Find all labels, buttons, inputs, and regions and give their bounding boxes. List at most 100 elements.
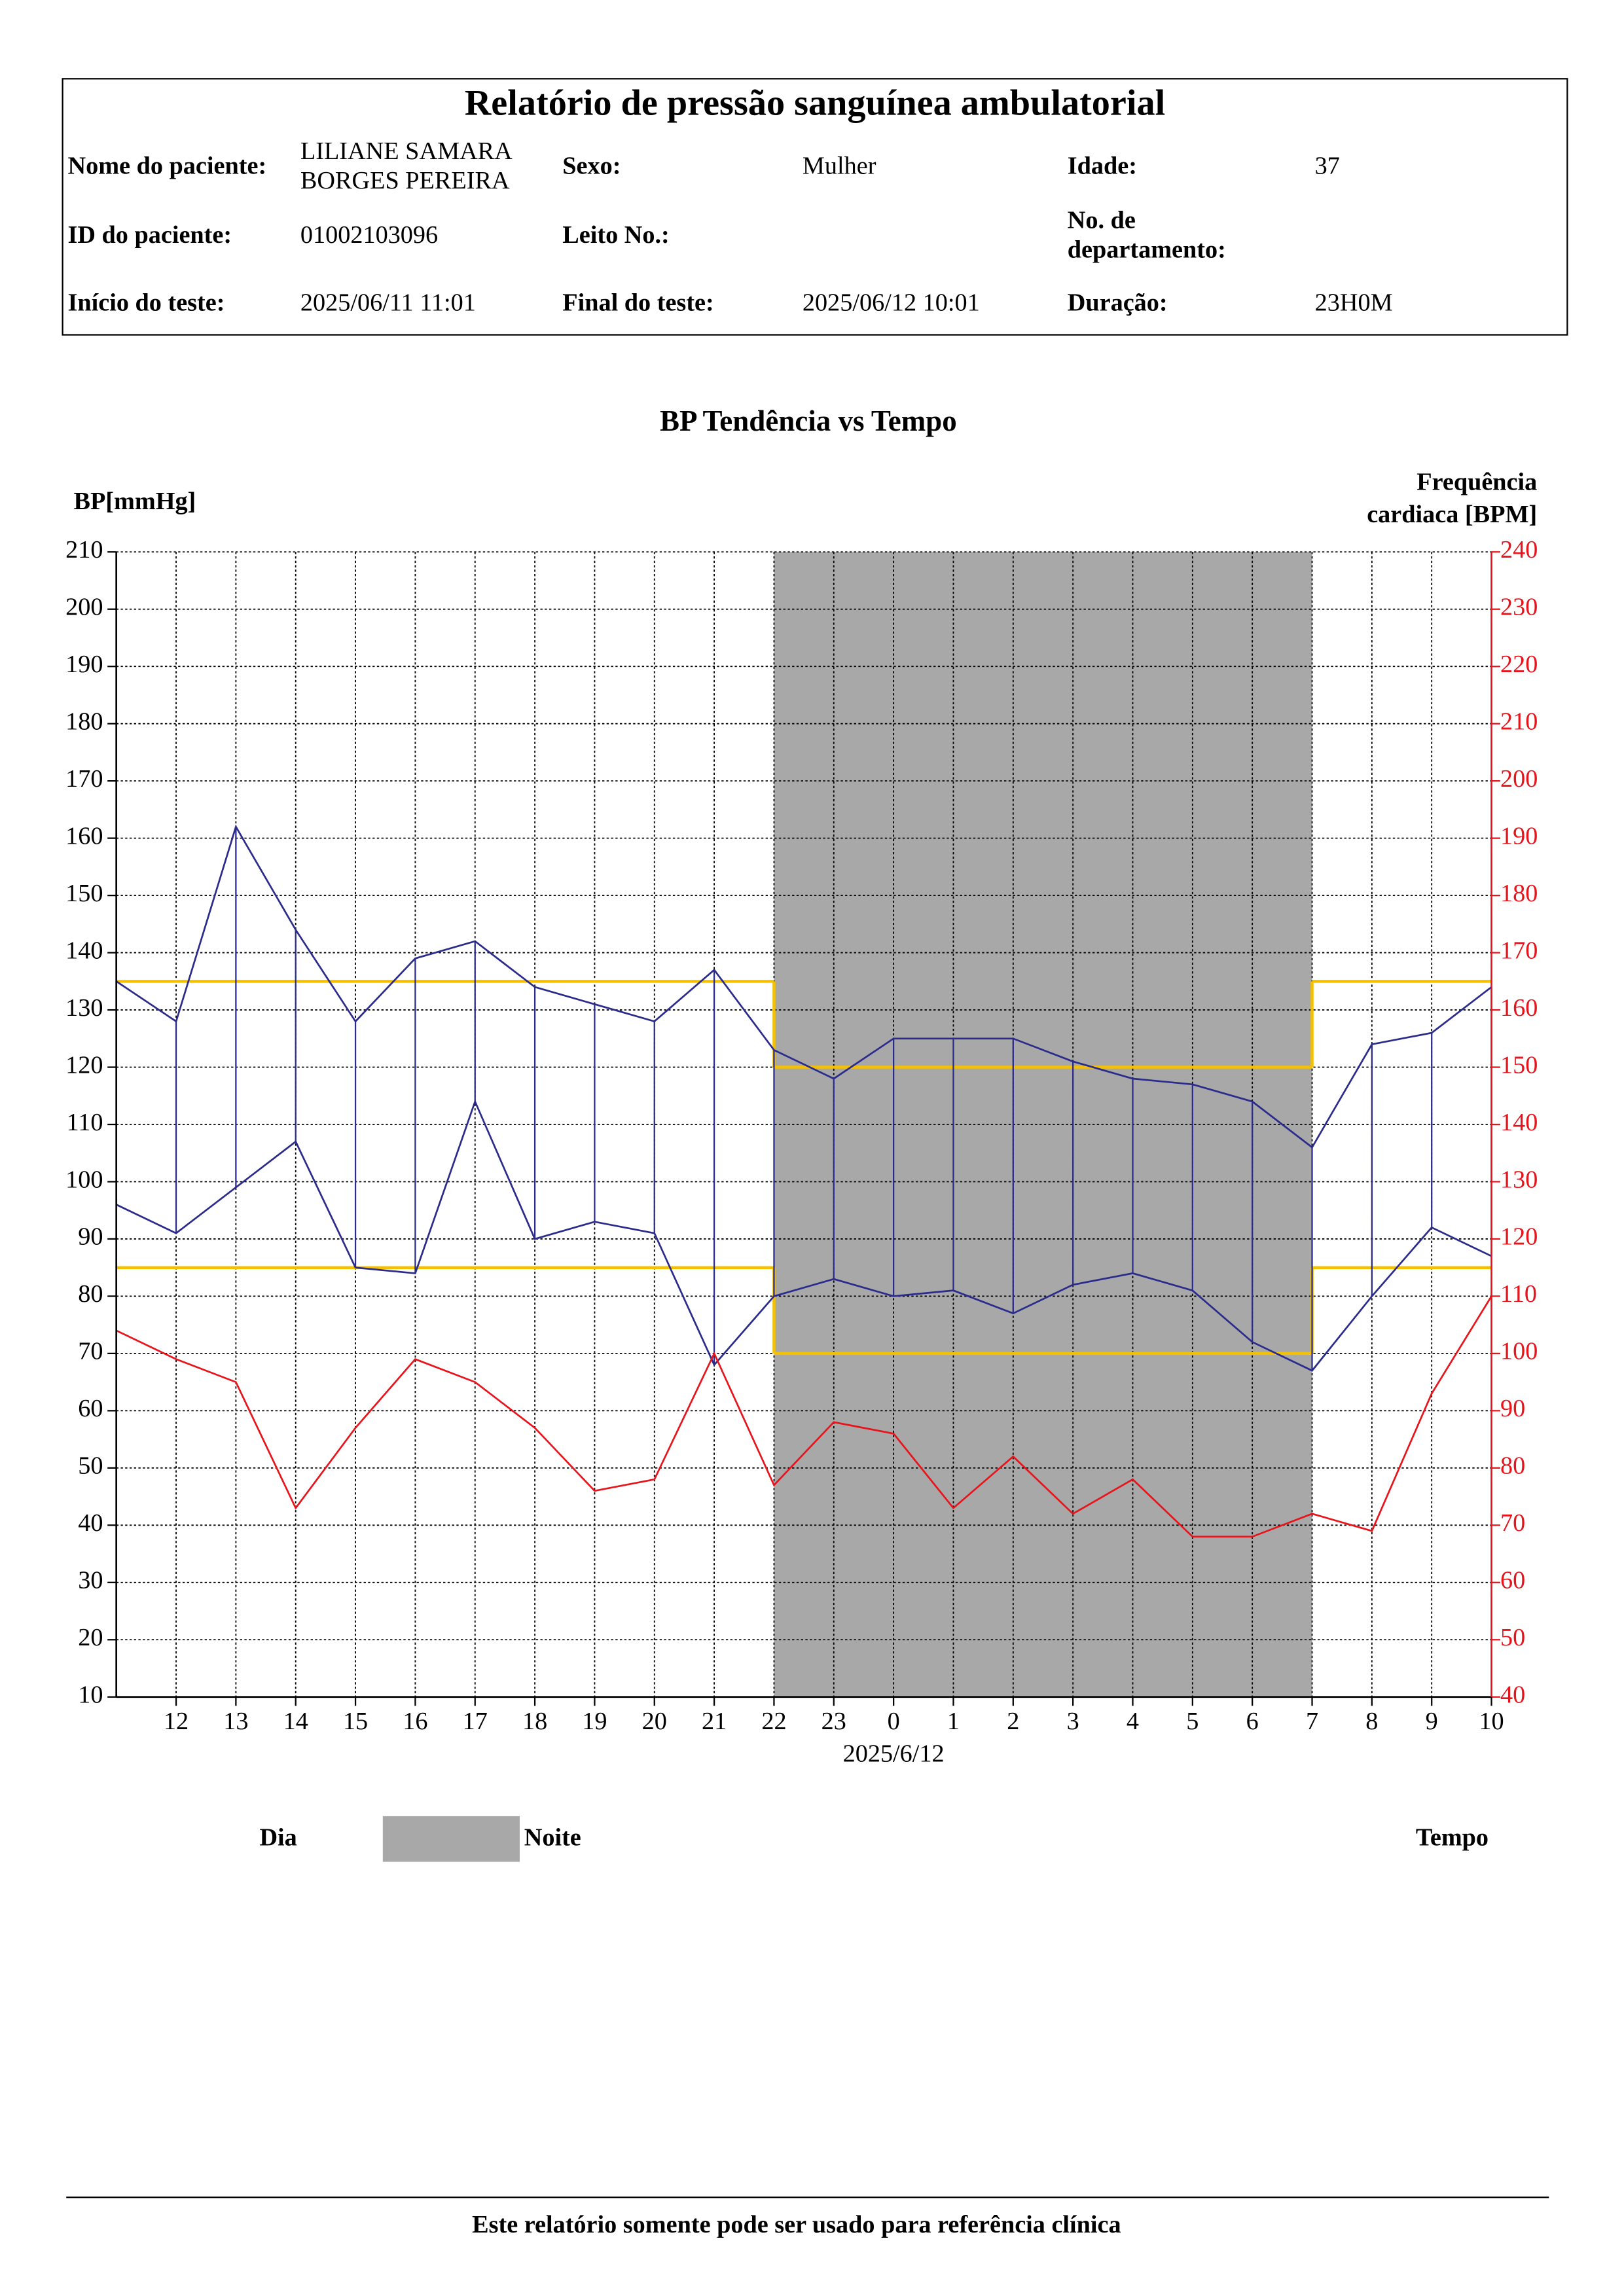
y2-axis-label: cardiaca [BPM] bbox=[1367, 501, 1537, 528]
y2-tick-label: 80 bbox=[1500, 1452, 1525, 1480]
y2-tick-label: 160 bbox=[1500, 994, 1538, 1022]
legend-night: Noite bbox=[524, 1824, 581, 1852]
field-value: LILIANE SAMARA BORGES PEREIRA bbox=[300, 137, 513, 196]
y-tick-label: 180 bbox=[65, 708, 103, 735]
y2-tick-label: 40 bbox=[1500, 1681, 1525, 1709]
y2-tick-label: 110 bbox=[1500, 1280, 1537, 1308]
chart-title: BP Tendência vs Tempo bbox=[660, 404, 957, 437]
field-label-line: No. de bbox=[1067, 206, 1136, 234]
y2-tick-label: 200 bbox=[1500, 765, 1538, 793]
y-tick-label: 170 bbox=[65, 765, 103, 793]
y2-tick-label: 100 bbox=[1500, 1338, 1538, 1365]
y2-tick-label: 140 bbox=[1500, 1109, 1538, 1136]
y2-tick-label: 70 bbox=[1500, 1509, 1525, 1537]
y-tick-label: 190 bbox=[65, 651, 103, 678]
heart-rate-line bbox=[116, 1295, 1492, 1538]
x-tick-label: 23 bbox=[821, 1708, 846, 1735]
field-value: 01002103096 bbox=[300, 221, 439, 249]
field-value: 23H0M bbox=[1314, 288, 1393, 317]
y-tick-label: 120 bbox=[65, 1051, 103, 1079]
y-axis-label: BP[mmHg] bbox=[73, 488, 196, 515]
field-label: ID do paciente: bbox=[67, 221, 232, 249]
y2-tick-label: 60 bbox=[1500, 1567, 1525, 1594]
y-tick-label: 20 bbox=[78, 1624, 103, 1651]
y2-tick-label: 220 bbox=[1500, 651, 1538, 678]
x-tick-label: 0 bbox=[888, 1708, 900, 1735]
y2-tick-label: 90 bbox=[1500, 1395, 1525, 1422]
x-tick-label: 14 bbox=[283, 1708, 308, 1735]
y2-tick-label: 210 bbox=[1500, 708, 1538, 735]
date-label: 2025/6/12 bbox=[843, 1740, 945, 1767]
y2-tick-label: 190 bbox=[1500, 822, 1538, 850]
y2-tick-label: 150 bbox=[1500, 1051, 1538, 1079]
y-tick-label: 140 bbox=[65, 937, 103, 964]
footer: Este relatório somente pode ser usado pa… bbox=[472, 2211, 1121, 2238]
y-tick-label: 160 bbox=[65, 822, 103, 850]
x-tick-label: 4 bbox=[1127, 1708, 1139, 1735]
x-tick-label: 1 bbox=[947, 1708, 960, 1735]
field-value: Mulher bbox=[802, 151, 876, 180]
y-tick-label: 60 bbox=[78, 1395, 103, 1422]
y2-tick-label: 230 bbox=[1500, 594, 1538, 621]
field-label-line: departamento: bbox=[1067, 235, 1226, 264]
y-tick-label: 50 bbox=[78, 1452, 103, 1480]
y-tick-label: 130 bbox=[65, 994, 103, 1022]
field-value-line: BORGES PEREIRA bbox=[300, 166, 510, 194]
y-tick-label: 150 bbox=[65, 880, 103, 907]
x-tick-label: 17 bbox=[463, 1708, 488, 1735]
field-value: 37 bbox=[1314, 151, 1340, 180]
field-label: Início do teste: bbox=[67, 288, 225, 317]
legend-day: Dia bbox=[259, 1824, 297, 1852]
field-value: 2025/06/12 10:01 bbox=[802, 288, 980, 317]
y2-tick-label: 180 bbox=[1500, 880, 1538, 907]
x-tick-label: 7 bbox=[1306, 1708, 1318, 1735]
x-tick-label: 19 bbox=[582, 1708, 607, 1735]
field-label: Duração: bbox=[1067, 288, 1168, 317]
x-tick-label: 18 bbox=[522, 1708, 547, 1735]
x-tick-label: 16 bbox=[403, 1708, 427, 1735]
legend-night-swatch bbox=[382, 1816, 520, 1862]
y2-tick-label: 120 bbox=[1500, 1223, 1538, 1251]
x-tick-label: 10 bbox=[1479, 1708, 1504, 1735]
field-label: Idade: bbox=[1067, 151, 1137, 180]
y-tick-label: 70 bbox=[78, 1338, 103, 1365]
field-label: Leito No.: bbox=[562, 221, 670, 249]
y-tick-label: 30 bbox=[78, 1567, 103, 1594]
y-tick-label: 90 bbox=[78, 1223, 103, 1251]
y2-tick-label: 240 bbox=[1500, 536, 1538, 564]
report-title: Relatório de pressão sanguínea ambulator… bbox=[464, 84, 1166, 124]
x-tick-label: 21 bbox=[702, 1708, 727, 1735]
header-box bbox=[62, 78, 1568, 336]
bp-line bbox=[116, 1099, 1492, 1372]
y2-tick-label: 50 bbox=[1500, 1624, 1525, 1651]
x-tick-label: 5 bbox=[1186, 1708, 1199, 1735]
x-tick-label: 13 bbox=[223, 1708, 248, 1735]
x-axis-label: Tempo bbox=[1416, 1824, 1489, 1852]
y-tick-label: 100 bbox=[65, 1166, 103, 1193]
field-value-line: LILIANE SAMARA bbox=[300, 137, 513, 165]
x-tick-label: 6 bbox=[1246, 1708, 1259, 1735]
y-tick-label: 200 bbox=[65, 594, 103, 621]
y2-tick-label: 170 bbox=[1500, 937, 1538, 964]
field-value: 2025/06/11 11:01 bbox=[300, 288, 476, 317]
y-tick-label: 10 bbox=[78, 1681, 103, 1709]
x-tick-label: 3 bbox=[1067, 1708, 1079, 1735]
field-label: Sexo: bbox=[562, 151, 621, 180]
x-tick-label: 12 bbox=[164, 1708, 189, 1735]
x-tick-label: 2 bbox=[1007, 1708, 1019, 1735]
field-label: No. de departamento: bbox=[1068, 206, 1226, 265]
y-tick-label: 40 bbox=[78, 1509, 103, 1537]
x-tick-label: 8 bbox=[1365, 1708, 1378, 1735]
x-tick-label: 9 bbox=[1426, 1708, 1438, 1735]
field-label: Nome do paciente: bbox=[67, 151, 267, 180]
y2-axis-label: Frequência bbox=[1416, 469, 1537, 496]
y-tick-label: 80 bbox=[78, 1280, 103, 1308]
x-tick-label: 20 bbox=[642, 1708, 667, 1735]
y-tick-label: 210 bbox=[65, 536, 103, 564]
field-label: Final do teste: bbox=[562, 288, 714, 317]
x-tick-label: 15 bbox=[343, 1708, 368, 1735]
x-tick-label: 22 bbox=[761, 1708, 786, 1735]
